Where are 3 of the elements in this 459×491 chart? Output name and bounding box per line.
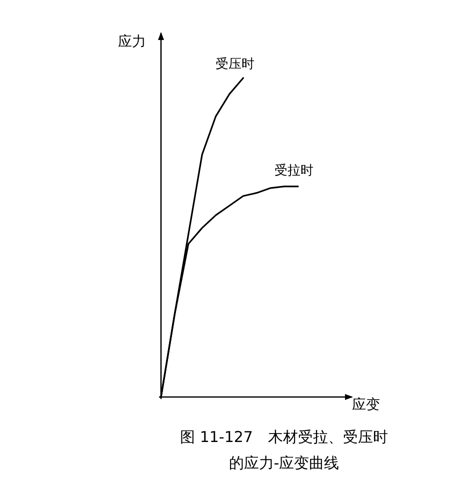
xlabel: 应变 [352,397,380,413]
ylabel: 应力 [118,34,146,50]
title: 图 11-127 木材受拉、受压时的应力-应变曲线 [179,427,389,474]
